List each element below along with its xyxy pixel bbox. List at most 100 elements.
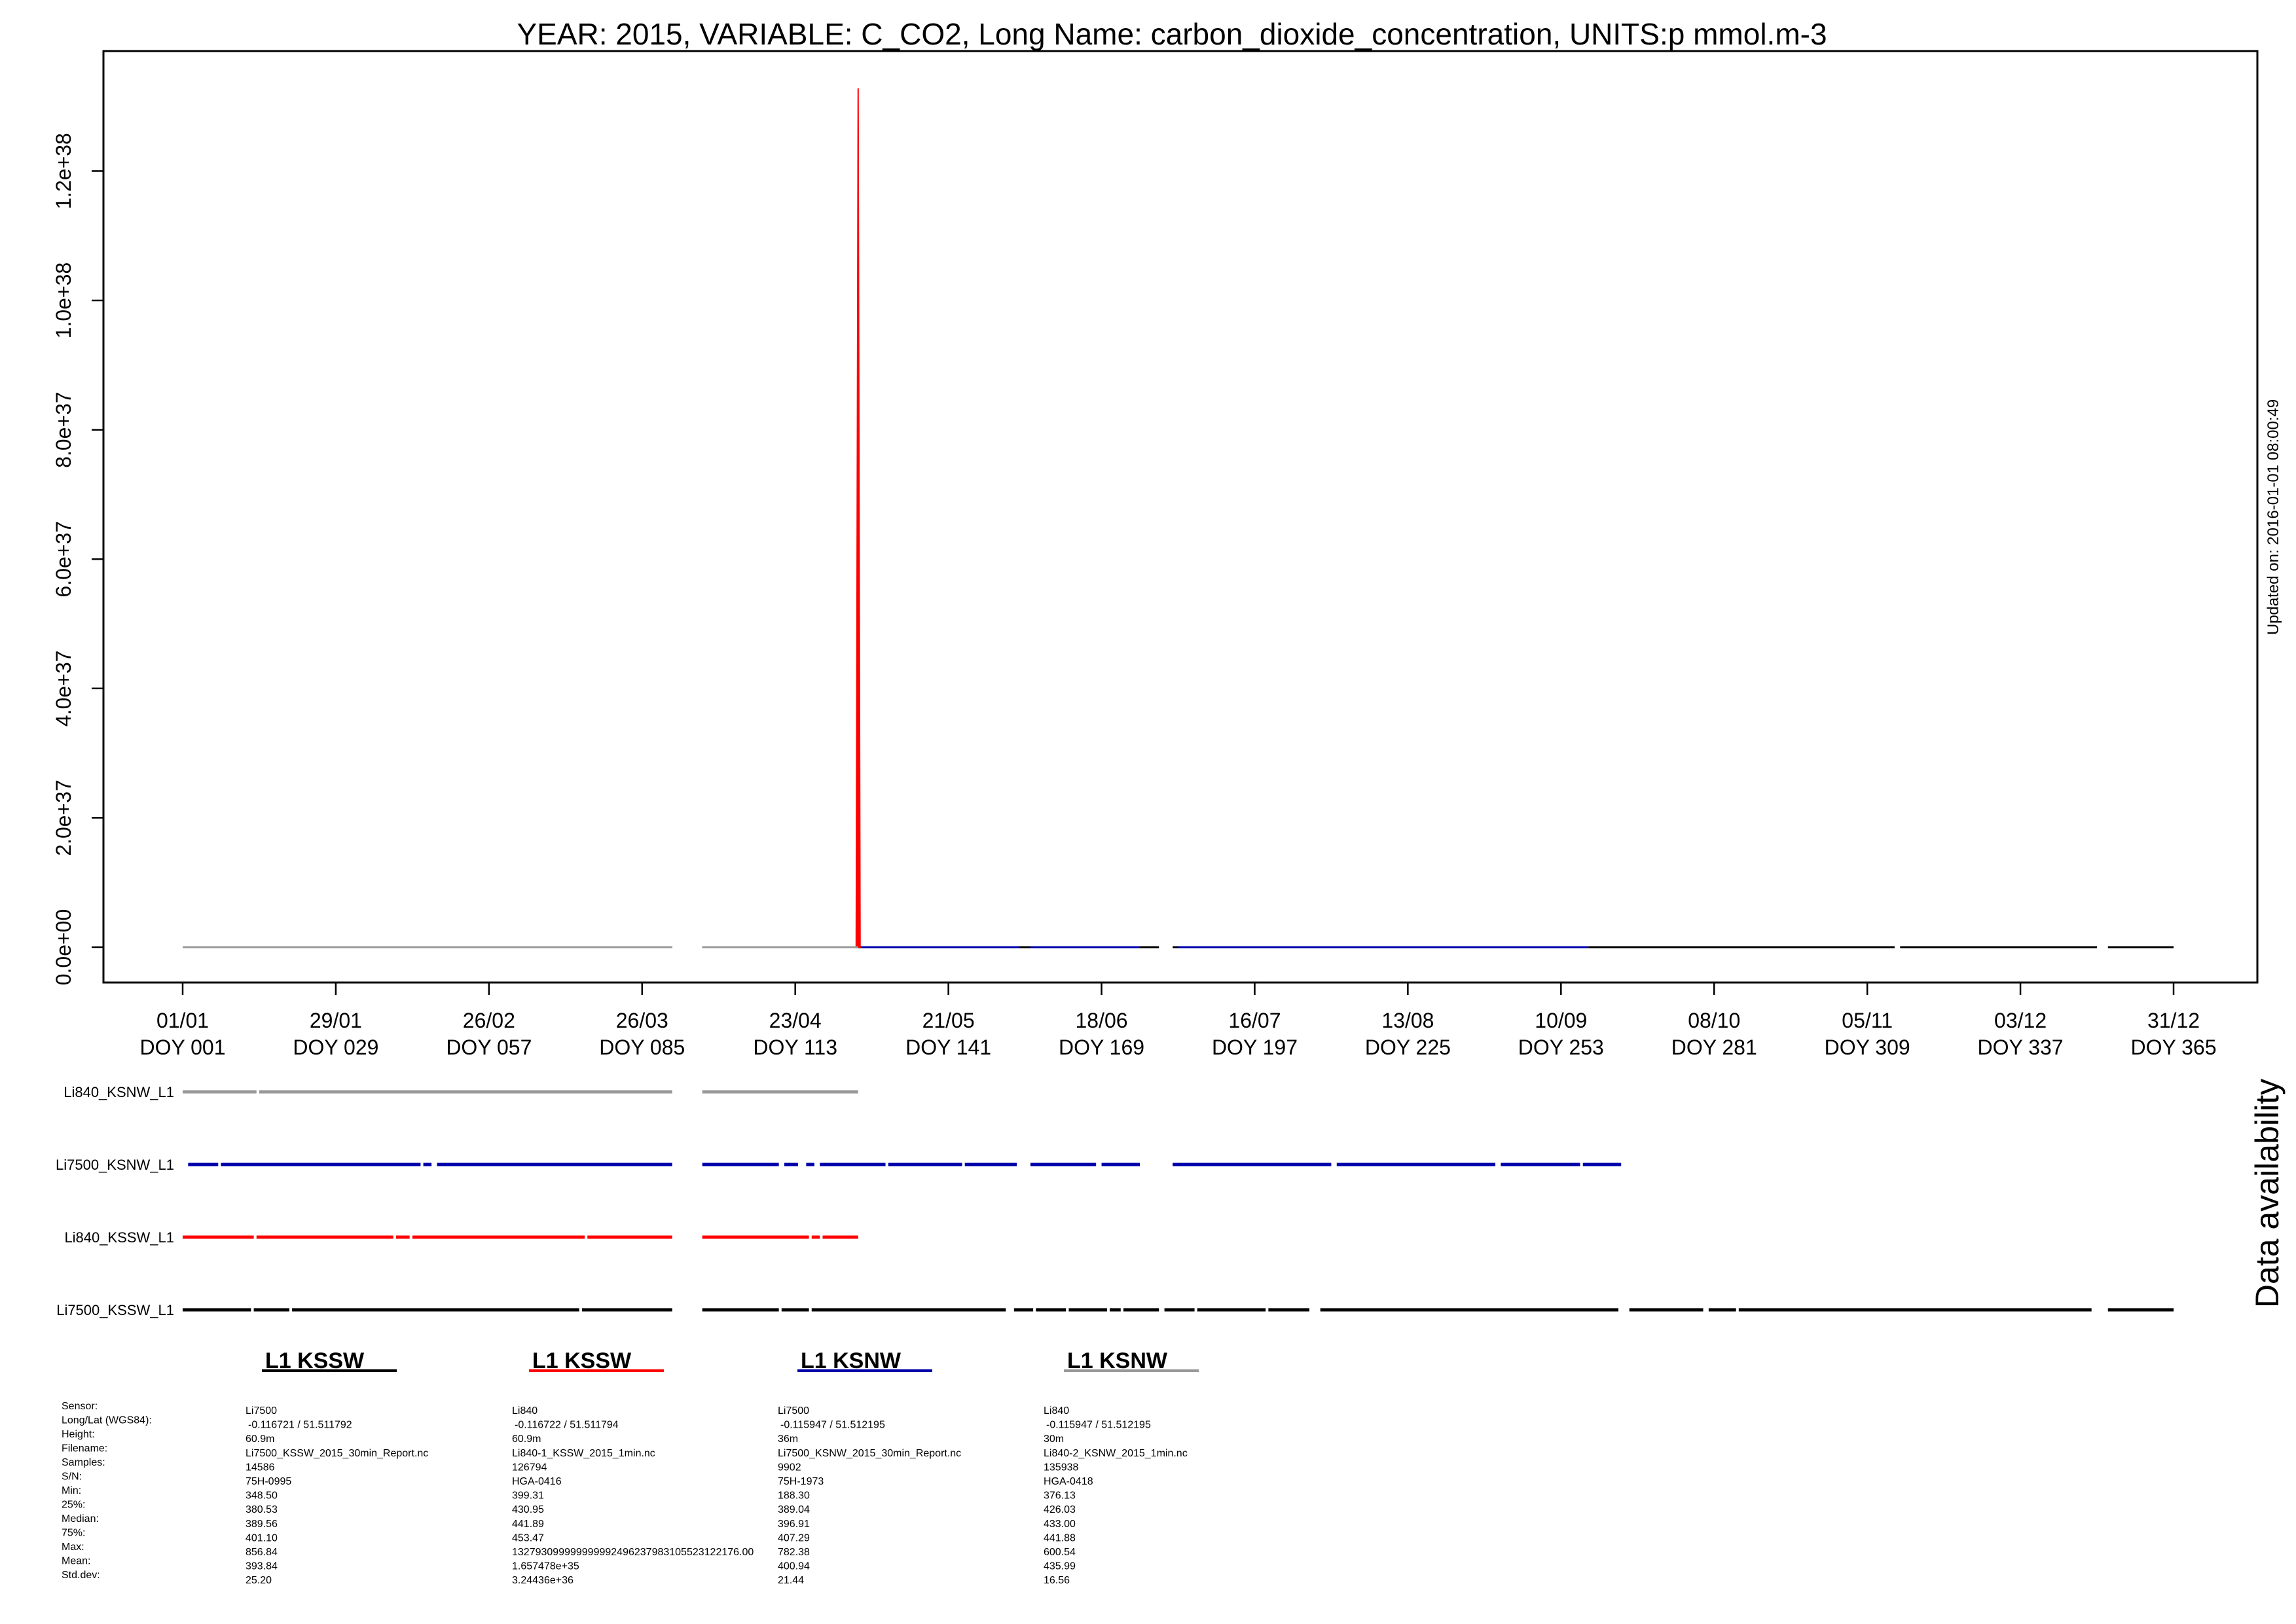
stats-value: 430.95: [512, 1504, 544, 1515]
stats-value: -0.116722 / 51.511794: [515, 1420, 619, 1431]
stats-row-label: Sensor:: [62, 1401, 98, 1412]
stats-value: 441.89: [512, 1519, 544, 1530]
chart-title: YEAR: 2015, VARIABLE: C_CO2, Long Name: …: [517, 17, 1827, 51]
stats-value: 16.56: [1044, 1575, 1070, 1586]
stats-value: 426.03: [1044, 1504, 1076, 1515]
x-tick-doy-label: DOY 365: [2130, 1036, 2216, 1059]
stats-row-label: Min:: [62, 1485, 81, 1496]
availability-row-label: Li840_KSNW_L1: [64, 1084, 174, 1100]
stats-row-label: Filename:: [62, 1443, 107, 1454]
x-tick-date-label: 10/09: [1535, 1009, 1587, 1032]
series-Li840_KSSW_L1: [183, 88, 861, 948]
availability-row-label: Li840_KSSW_L1: [64, 1229, 174, 1246]
stats-value: 60.9m: [246, 1434, 274, 1445]
stats-row-label: Mean:: [62, 1556, 90, 1567]
x-tick-doy-label: DOY 337: [1978, 1036, 2064, 1059]
stats-row-label: Long/Lat (WGS84):: [62, 1415, 152, 1426]
stats-value: 453.47: [512, 1532, 544, 1543]
stats-value: 9902: [778, 1462, 801, 1473]
x-tick-date-label: 13/08: [1381, 1009, 1434, 1032]
series-group: [183, 88, 2174, 948]
x-tick-date-label: 16/07: [1228, 1009, 1281, 1032]
x-tick-doy-label: DOY 001: [139, 1036, 225, 1059]
stats-value: 393.84: [246, 1561, 278, 1572]
stats-value: 126794: [512, 1462, 547, 1473]
x-tick-date-label: 01/01: [156, 1009, 209, 1032]
stats-value: 441.88: [1044, 1532, 1076, 1543]
y-tick-label: 8.0e+37: [52, 391, 75, 468]
x-tick-date-label: 26/03: [616, 1009, 668, 1032]
legend-title: L1 KSNW: [801, 1348, 902, 1373]
x-tick-date-label: 26/02: [463, 1009, 515, 1032]
x-tick-date-label: 21/05: [922, 1009, 975, 1032]
stats-value: Li7500_KSSW_2015_30min_Report.nc: [246, 1448, 428, 1459]
y-tick-label: 2.0e+37: [52, 780, 75, 856]
y-tick-label: 4.0e+37: [52, 651, 75, 727]
stats-row-label: 75%:: [62, 1528, 85, 1539]
stats-row-label: Median:: [62, 1513, 99, 1525]
x-axis: 01/01 DOY 001 29/01 DOY 029 26/02 DOY 057 26/0…: [139, 981, 2217, 1059]
y-tick-label: 1.2e+38: [52, 133, 75, 209]
stats-value: 389.04: [778, 1504, 810, 1515]
x-tick-date-label: 29/01: [310, 1009, 362, 1032]
stats-value: HGA-0418: [1044, 1476, 1093, 1487]
x-tick-date-label: 31/12: [2147, 1009, 2200, 1032]
stats-value: 435.99: [1044, 1561, 1076, 1572]
x-tick-doy-label: DOY 113: [753, 1036, 837, 1059]
x-tick-date-label: 05/11: [1842, 1009, 1893, 1032]
stats-row-label: Max:: [62, 1542, 84, 1553]
stats-value: -0.115947 / 51.512195: [780, 1420, 885, 1431]
stats-value: 36m: [778, 1434, 798, 1445]
stats-value: -0.115947 / 51.512195: [1046, 1420, 1151, 1431]
x-tick-doy-label: DOY 057: [446, 1036, 532, 1059]
stats-value: 389.56: [246, 1519, 278, 1530]
stats-value: 30m: [1044, 1434, 1064, 1445]
x-tick-doy-label: DOY 281: [1671, 1036, 1757, 1059]
x-tick-doy-label: DOY 309: [1825, 1036, 1910, 1059]
stats-value: 376.13: [1044, 1490, 1076, 1502]
stats-value: 433.00: [1044, 1519, 1076, 1530]
stats-value: 396.91: [778, 1519, 810, 1530]
y-tick-label: 0.0e+00: [52, 909, 75, 986]
x-tick-doy-label: DOY 225: [1365, 1036, 1451, 1059]
stats-value: 348.50: [246, 1490, 278, 1502]
y-tick-label: 6.0e+37: [52, 521, 75, 598]
stats-value: Li840-1_KSSW_2015_1min.nc: [512, 1448, 655, 1459]
stats-value: HGA-0416: [512, 1476, 562, 1487]
stats-row-label: Height:: [62, 1429, 95, 1440]
stats-value: Li840: [512, 1405, 538, 1416]
legend: L1 KSSW L1 KSSW L1 KSNW L1 KSNW: [262, 1348, 1199, 1373]
x-tick-doy-label: DOY 029: [293, 1036, 378, 1059]
x-tick-doy-label: DOY 169: [1059, 1036, 1144, 1059]
stats-value: 400.94: [778, 1561, 810, 1572]
updated-timestamp: Updated on: 2016-01-01 08:00:49: [2265, 399, 2282, 635]
stats-value: Li840-2_KSNW_2015_1min.nc: [1044, 1448, 1188, 1459]
stats-value: Li7500: [778, 1405, 809, 1416]
x-tick-date-label: 03/12: [1994, 1009, 2047, 1032]
availability-row-label: Li7500_KSNW_L1: [56, 1157, 174, 1173]
stats-value: 407.29: [778, 1532, 810, 1543]
availability-axis-label: Data availability: [2249, 1079, 2286, 1308]
plot-frame: [102, 50, 2259, 984]
stats-value: 600.54: [1044, 1547, 1076, 1558]
legend-title: L1 KSSW: [265, 1348, 365, 1373]
stats-value: 135938: [1044, 1462, 1078, 1473]
availability-row-label: Li7500_KSSW_L1: [56, 1302, 174, 1318]
stats-value: 856.84: [246, 1547, 278, 1558]
legend-title: L1 KSNW: [1067, 1348, 1168, 1373]
stats-row-label: Samples:: [62, 1457, 105, 1468]
stats-value: Li7500_KSNW_2015_30min_Report.nc: [778, 1448, 961, 1459]
stats-value: 14586: [246, 1462, 275, 1473]
x-tick-doy-label: DOY 253: [1518, 1036, 1604, 1059]
x-tick-doy-label: DOY 141: [905, 1036, 991, 1059]
stats-value: 188.30: [778, 1490, 810, 1502]
stats-value: 75H-1973: [778, 1476, 824, 1487]
data-availability: Li840_KSNW_L1 Li7500_KSNW_L1 Li840_KSSW_L1…: [56, 1084, 2174, 1318]
stats-value: 75H-0995: [246, 1476, 291, 1487]
stats-value: Li7500: [246, 1405, 277, 1416]
stats-value: 380.53: [246, 1504, 278, 1515]
x-tick-date-label: 18/06: [1075, 1009, 1127, 1032]
legend-title: L1 KSSW: [532, 1348, 632, 1373]
x-tick-date-label: 08/10: [1688, 1009, 1740, 1032]
x-tick-doy-label: DOY 085: [599, 1036, 685, 1059]
